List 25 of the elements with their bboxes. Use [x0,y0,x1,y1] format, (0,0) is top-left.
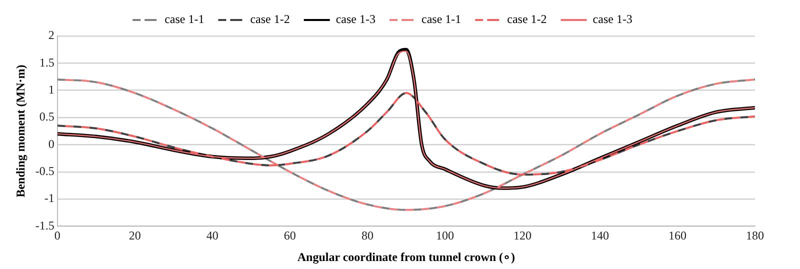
x-tick-label: 180 [746,228,764,243]
x-tick-label: 40 [206,228,218,243]
x-tick-label: 20 [128,228,141,243]
y-tick-label: -0.5 [35,164,54,178]
y-tick-label: 1 [48,82,54,96]
x-tick-label: 160 [668,228,686,243]
legend-label: case 1-2 [507,12,547,26]
y-tick-label: 2 [48,28,54,42]
legend-label: case 1-1 [164,12,204,26]
y-tick-label: -1 [44,191,54,206]
y-axis-title: Bending moment (MN·m) [13,64,28,198]
x-tick-label: 120 [513,228,532,243]
y-tick-label: 0 [48,136,54,151]
y-tick-label: 0.5 [39,110,54,124]
legend-label: case 1-1 [422,12,462,26]
x-axis-title: Angular coordinate from tunnel crown (∘) [297,250,516,264]
y-tick-label: 1.5 [39,55,54,70]
legend-label: case 1-3 [592,12,632,26]
legend-label: case 1-3 [336,12,376,26]
x-tick-label: 100 [436,228,454,243]
x-tick-label: 140 [590,228,609,243]
x-tick-label: 80 [361,228,374,243]
legend-label: case 1-2 [250,12,290,26]
x-tick-label: 60 [284,228,296,243]
y-tick-label: -1.5 [35,218,54,232]
